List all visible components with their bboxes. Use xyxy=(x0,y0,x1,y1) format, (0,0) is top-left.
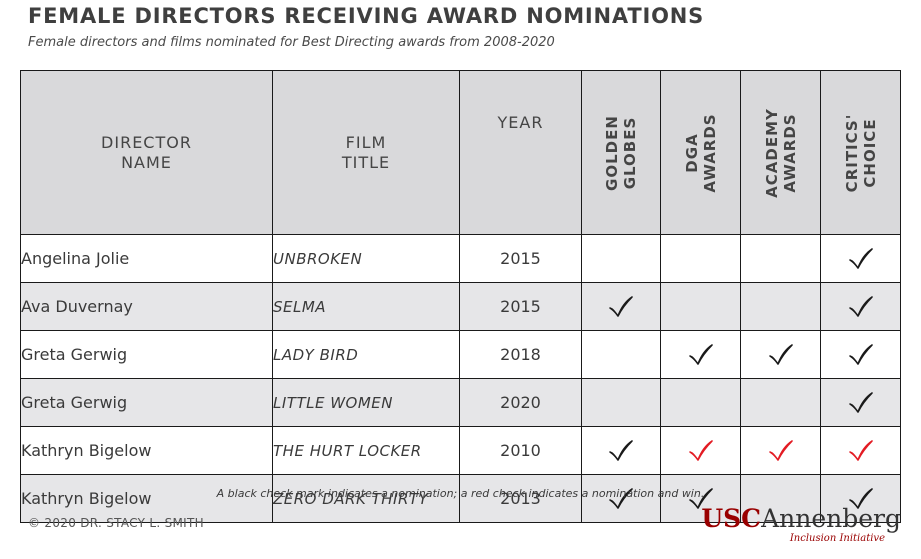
nomination-check-icon xyxy=(688,343,714,367)
header-academy-label: ACADEMY AWARDS xyxy=(762,107,799,198)
award-cell-critics-choice xyxy=(820,282,901,331)
nomination-check-icon xyxy=(768,343,794,367)
page-title: FEMALE DIRECTORS RECEIVING AWARD NOMINAT… xyxy=(28,4,705,28)
header-critics-choice-label: CRITICS' CHOICE xyxy=(842,113,879,192)
table-header-row: DIRECTOR NAME FILM TITLE YEAR GOLDEN GLO… xyxy=(20,70,901,235)
nomination-check-icon xyxy=(608,295,634,319)
legend-note: A black check mark indicates a nominatio… xyxy=(216,487,705,500)
award-cell-academy xyxy=(740,474,821,523)
header-dga-label: DGA AWARDS xyxy=(682,112,719,193)
director-name-cell: Kathryn Bigelow xyxy=(20,474,273,523)
header-academy: ACADEMY AWARDS xyxy=(740,70,821,235)
award-cell-dga xyxy=(660,234,741,283)
year-cell: 2018 xyxy=(459,330,582,379)
award-cell-golden-globes xyxy=(581,426,661,475)
table-row: Kathryn Bigelow ZERO DARK THIRTY 2013 xyxy=(20,474,901,523)
film-title-cell: SELMA xyxy=(272,282,460,331)
award-cell-academy xyxy=(740,282,821,331)
table-row: Angelina Jolie UNBROKEN 2015 xyxy=(20,234,901,283)
director-name-cell: Angelina Jolie xyxy=(20,234,273,283)
table-row: Kathryn Bigelow THE HURT LOCKER 2010 xyxy=(20,426,901,475)
logo-usc: USC xyxy=(701,504,762,533)
film-title-cell: UNBROKEN xyxy=(272,234,460,283)
header-golden-globes-label: GOLDEN GLOBES xyxy=(603,114,639,191)
nomination-check-icon xyxy=(848,247,874,271)
header-critics-choice: CRITICS' CHOICE xyxy=(820,70,901,235)
year-cell: 2020 xyxy=(459,378,582,427)
director-name-cell: Greta Gerwig xyxy=(20,330,273,379)
award-cell-academy xyxy=(740,426,821,475)
table-row: Greta Gerwig LITTLE WOMEN 2020 xyxy=(20,378,901,427)
nomination-check-icon xyxy=(848,343,874,367)
nomination-check-icon xyxy=(608,487,634,511)
page-subtitle: Female directors and films nominated for… xyxy=(28,35,555,50)
header-golden-globes: GOLDEN GLOBES xyxy=(581,70,661,235)
film-title-cell: THE HURT LOCKER xyxy=(272,426,460,475)
header-film: FILM TITLE xyxy=(272,70,460,235)
win-check-icon xyxy=(688,439,714,463)
year-cell: 2015 xyxy=(459,282,582,331)
header-dga: DGA AWARDS xyxy=(660,70,741,235)
win-check-icon xyxy=(768,439,794,463)
award-cell-dga xyxy=(660,282,741,331)
director-name-cell: Greta Gerwig xyxy=(20,378,273,427)
nomination-check-icon xyxy=(848,391,874,415)
win-check-icon xyxy=(848,439,874,463)
award-cell-dga xyxy=(660,378,741,427)
award-cell-critics-choice xyxy=(820,378,901,427)
table-row: Ava Duvernay SELMA 2015 xyxy=(20,282,901,331)
nominations-table: DIRECTOR NAME FILM TITLE YEAR GOLDEN GLO… xyxy=(20,70,901,523)
nomination-check-icon xyxy=(848,295,874,319)
year-cell: 2013 xyxy=(459,474,582,523)
award-cell-dga xyxy=(660,330,741,379)
award-cell-critics-choice xyxy=(820,474,901,523)
logo-annenberg: Annenberg xyxy=(761,504,901,533)
award-cell-academy xyxy=(740,330,821,379)
award-cell-academy xyxy=(740,234,821,283)
award-cell-critics-choice xyxy=(820,426,901,475)
usc-annenberg-logo: USCAnnenberg Inclusion Initiative xyxy=(701,504,901,545)
nomination-check-icon xyxy=(848,487,874,511)
header-director: DIRECTOR NAME xyxy=(20,70,273,235)
director-name-cell: Ava Duvernay xyxy=(20,282,273,331)
year-cell: 2010 xyxy=(459,426,582,475)
award-cell-dga xyxy=(660,474,741,523)
award-cell-critics-choice xyxy=(820,330,901,379)
logo-subtitle: Inclusion Initiative xyxy=(789,533,885,544)
award-cell-critics-choice xyxy=(820,234,901,283)
award-cell-dga xyxy=(660,426,741,475)
nomination-check-icon xyxy=(688,487,714,511)
film-title-cell: LITTLE WOMEN xyxy=(272,378,460,427)
award-cell-golden-globes xyxy=(581,234,661,283)
award-cell-academy xyxy=(740,378,821,427)
film-title-cell: LADY BIRD xyxy=(272,330,460,379)
award-cell-golden-globes xyxy=(581,378,661,427)
year-cell: 2015 xyxy=(459,234,582,283)
header-year: YEAR xyxy=(459,70,582,235)
director-name-cell: Kathryn Bigelow xyxy=(20,426,273,475)
copyright: © 2020 DR. STACY L. SMITH xyxy=(28,516,204,530)
table-body: Angelina Jolie UNBROKEN 2015 Ava Duvernay SE… xyxy=(20,234,901,523)
table-row: Greta Gerwig LADY BIRD 2018 xyxy=(20,330,901,379)
nomination-check-icon xyxy=(608,439,634,463)
award-cell-golden-globes xyxy=(581,282,661,331)
award-cell-golden-globes xyxy=(581,330,661,379)
